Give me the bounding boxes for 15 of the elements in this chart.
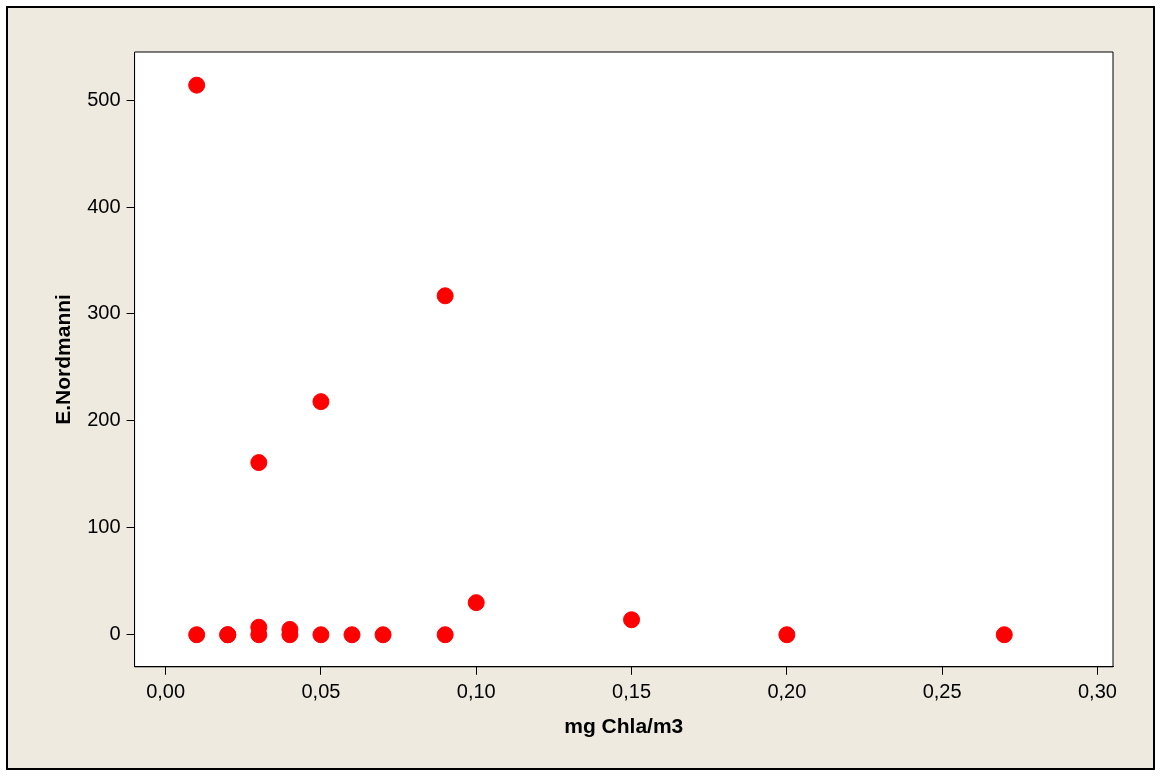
y-tick-label: 300 [87, 301, 121, 324]
x-tick-label: 0,20 [767, 680, 807, 703]
y-tick-label: 400 [87, 194, 121, 217]
x-axis-title: mg Chla/m3 [564, 714, 684, 738]
y-tick-label: 200 [87, 408, 121, 431]
x-tick-label: 0,10 [456, 680, 496, 703]
y-tick-label: 0 [109, 622, 121, 645]
x-tick-label: 0,00 [146, 680, 186, 703]
x-tick-label: 0,05 [301, 680, 341, 703]
x-tick-label: 0,15 [612, 680, 652, 703]
x-tick-label: 0,25 [922, 680, 962, 703]
y-axis-title: E.Nordmanni [51, 294, 75, 425]
y-tick-label: 100 [87, 515, 121, 538]
y-tick-label: 500 [87, 87, 121, 110]
x-tick-label: 0,30 [1078, 680, 1117, 703]
